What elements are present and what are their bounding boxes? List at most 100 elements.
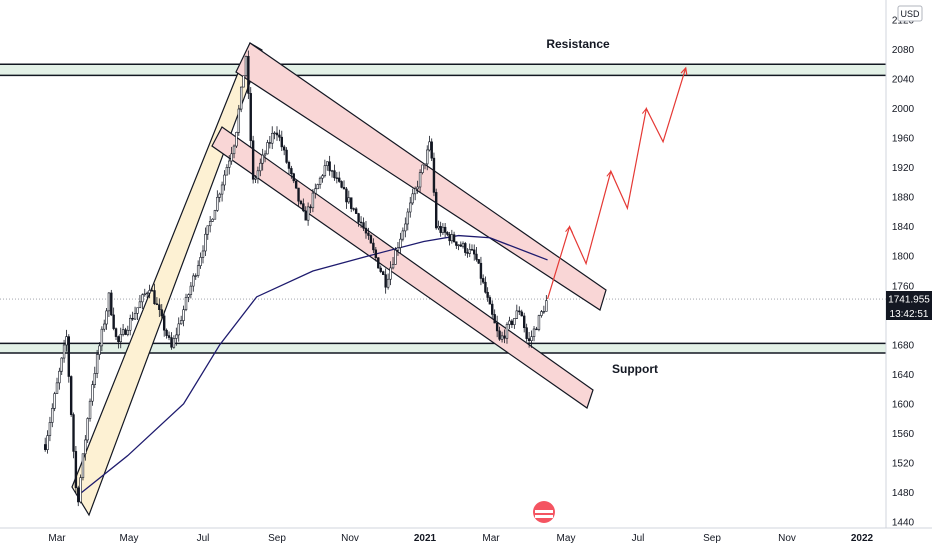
candle-body	[437, 225, 440, 229]
candle-body	[95, 354, 99, 374]
last-price-badge	[886, 291, 932, 307]
candle-body	[46, 435, 49, 450]
support-label: Support	[612, 362, 658, 376]
candle-body	[155, 303, 159, 306]
candle-body	[48, 422, 52, 436]
projection-layer	[546, 66, 688, 300]
candle-body	[216, 196, 219, 211]
candle-body	[230, 153, 233, 162]
candle-body	[184, 296, 188, 310]
resistance-label: Resistance	[546, 37, 610, 51]
candle-body	[91, 384, 94, 402]
candle-body	[299, 200, 303, 204]
candle-body	[67, 336, 71, 377]
candles-layer	[43, 50, 548, 507]
candle-body	[93, 373, 96, 385]
candle-body	[136, 307, 139, 314]
price-tick-label: 1800	[892, 252, 915, 263]
candle-body	[162, 315, 166, 331]
last-price-value: 1741.955	[888, 295, 930, 306]
candle-body	[204, 233, 207, 252]
candle-body	[294, 180, 298, 189]
candle-body	[189, 285, 193, 295]
time-tick-label: Jul	[197, 533, 210, 544]
candle-body	[211, 218, 214, 222]
candle-body	[430, 141, 433, 159]
candle-body	[338, 177, 341, 182]
candle-body	[508, 320, 511, 325]
candle-body	[74, 451, 78, 489]
candle-body	[530, 336, 533, 341]
price-tick-label: 1560	[892, 429, 915, 440]
candle-body	[199, 257, 202, 267]
candle-body	[103, 323, 106, 330]
candle-body	[232, 145, 236, 155]
candle-body	[434, 192, 438, 229]
countdown-badge	[886, 307, 932, 320]
candle-body	[165, 329, 168, 336]
candle-body	[192, 275, 195, 287]
candle-body	[160, 309, 163, 317]
time-tick-label: Sep	[268, 533, 286, 544]
candle-body	[522, 315, 526, 329]
candle-body	[352, 208, 355, 210]
candle-body	[167, 335, 171, 338]
price-tick-label: 1840	[892, 222, 915, 233]
candle-body	[520, 311, 523, 317]
moving-average-line	[76, 234, 548, 497]
candle-body	[105, 310, 108, 325]
candle-body	[518, 310, 521, 313]
candle-body	[194, 275, 197, 277]
candle-body	[443, 226, 447, 233]
candle-body	[432, 157, 436, 193]
candle-body	[278, 134, 281, 138]
candle-body	[256, 170, 260, 179]
candle-body	[495, 322, 499, 332]
countdown-value: 13:42:51	[890, 309, 929, 320]
candle-body	[386, 278, 390, 288]
candle-body	[86, 418, 89, 441]
time-tick-label: May	[557, 533, 576, 544]
candle-body	[342, 187, 346, 190]
candle-body	[179, 320, 183, 325]
projection-arrowhead	[680, 66, 688, 75]
candle-body	[150, 290, 154, 292]
candle-body	[488, 297, 492, 305]
candle-body	[367, 232, 370, 236]
candle-body	[79, 477, 82, 503]
candle-body	[121, 329, 125, 335]
candle-body	[500, 335, 504, 340]
candle-body	[364, 227, 368, 234]
currency-badge[interactable]	[897, 5, 923, 22]
candle-body	[532, 328, 536, 337]
projection-peak-arrow	[641, 107, 650, 115]
candle-body	[131, 317, 134, 320]
candle-body	[372, 242, 375, 251]
time-tick-label: 2022	[851, 533, 874, 544]
projection-peak-arrow	[565, 225, 573, 233]
support-zone	[0, 343, 886, 353]
candle-body	[468, 249, 471, 254]
candle-body	[254, 177, 257, 180]
candle-body	[263, 153, 267, 156]
candle-body	[318, 177, 322, 185]
candle-body	[450, 234, 454, 242]
candle-body	[107, 292, 111, 312]
candle-body	[69, 376, 73, 415]
candle-body	[62, 344, 66, 359]
candle-body	[374, 249, 378, 259]
candle-body	[413, 188, 417, 195]
candle-body	[540, 311, 543, 316]
candle-body	[401, 230, 405, 240]
candle-body	[302, 203, 305, 212]
candle-body	[486, 291, 489, 298]
candle-body	[98, 345, 101, 355]
candle-body	[259, 162, 262, 172]
candle-body	[418, 172, 422, 188]
candle-body	[58, 370, 61, 384]
candle-body	[110, 292, 113, 316]
candle-body	[535, 328, 538, 331]
candle-body	[505, 324, 509, 339]
